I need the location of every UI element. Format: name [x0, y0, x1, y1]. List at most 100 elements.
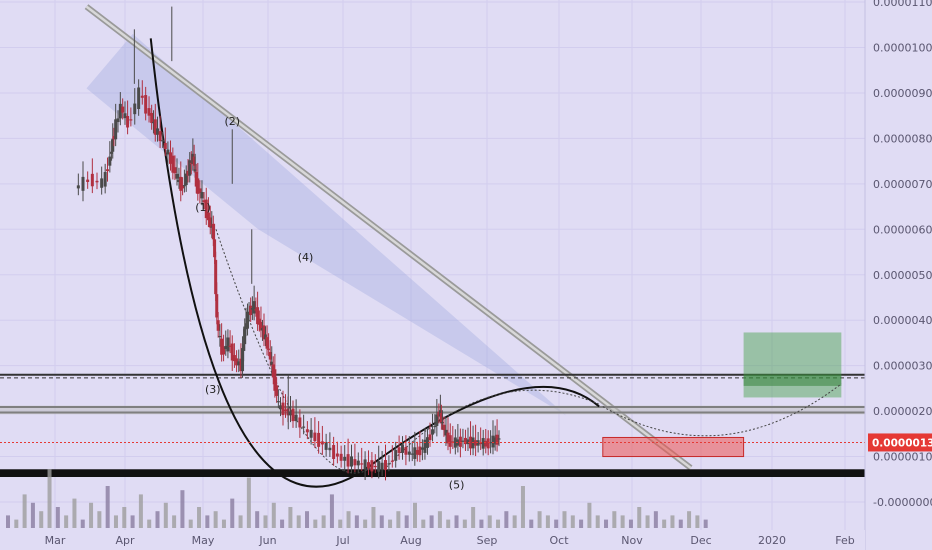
volume-bar [6, 515, 10, 528]
candle-body [256, 307, 260, 325]
volume-bar [604, 519, 609, 528]
volume-bar [338, 519, 343, 528]
candle-body [444, 429, 448, 436]
volume-bar [180, 490, 185, 528]
chart-overlays: (1) (2) (3) (4) (5) [0, 115, 865, 491]
candle-body [186, 170, 190, 176]
volume-bar [595, 515, 600, 528]
candle-body [171, 155, 175, 173]
wave-label: (5) [449, 478, 465, 491]
volume-bar [496, 519, 501, 528]
target-zone-box[interactable] [743, 332, 842, 398]
candle-body [247, 313, 251, 316]
candle-body [237, 361, 241, 366]
candle-body [332, 445, 336, 459]
candle-body [235, 358, 239, 366]
candle-body [380, 462, 384, 470]
candle-body [302, 426, 306, 428]
candle-body [442, 424, 446, 431]
wave-label: (3) [205, 383, 221, 396]
candle-body [169, 152, 172, 164]
candle-body [194, 172, 198, 187]
volume-bar [230, 498, 235, 528]
candle-body [76, 185, 80, 189]
candle-body [110, 151, 114, 154]
candle-body [481, 438, 485, 449]
time-tick-label: Jul [335, 534, 349, 547]
candle-body [111, 138, 115, 152]
cup-arc[interactable] [149, 38, 600, 488]
candle-body [213, 239, 217, 258]
candle-body [215, 294, 219, 318]
volume-bar [155, 511, 160, 528]
candle-body [210, 226, 214, 228]
candle-body [228, 345, 232, 347]
candle-body [224, 345, 228, 349]
candle-body [103, 172, 107, 187]
candle-body [335, 453, 339, 457]
candle-body [479, 442, 483, 445]
candle-body [458, 436, 462, 447]
volume-bar [412, 502, 417, 528]
resistance-band[interactable] [0, 405, 865, 415]
candle-body [175, 173, 179, 179]
candle-body [232, 355, 236, 362]
time-tick-label: 2020 [758, 534, 786, 547]
candle-body [407, 451, 411, 455]
candle-body [211, 223, 215, 240]
candle-body [222, 346, 226, 355]
volume-bar [545, 515, 550, 528]
consolidation-box[interactable] [602, 436, 745, 458]
price-tick-label: 0.00000100 [873, 451, 932, 464]
volume-bar [537, 511, 542, 528]
candle-body [259, 322, 263, 331]
candle-body [423, 439, 427, 453]
volume-bar [122, 507, 127, 528]
candle-body [208, 217, 212, 228]
candle-body [150, 112, 154, 123]
volume-bar [487, 515, 492, 528]
candle-body [260, 328, 264, 331]
candle-body [410, 453, 414, 455]
candle-body [144, 95, 148, 114]
volume-bar [238, 515, 243, 528]
time-axis[interactable]: Mar Apr May Jun Jul Aug Sep Oct Nov Dec 2020 Feb [0, 530, 865, 550]
candle-body [446, 432, 450, 444]
candle-body [153, 119, 157, 135]
candle-body [350, 456, 353, 467]
candle-body [387, 463, 391, 465]
candle-body [440, 422, 444, 424]
candle-body [298, 417, 302, 428]
candle-body [305, 429, 309, 433]
support-band[interactable] [0, 469, 865, 478]
candle-body [275, 385, 279, 396]
candle-body [246, 311, 250, 329]
volume-bar [363, 519, 368, 528]
time-tick-label: Apr [115, 534, 135, 547]
volume-bar [354, 515, 359, 528]
volume-bar [620, 515, 625, 528]
volume-bar [587, 502, 592, 528]
candle-body [390, 460, 394, 462]
candle-body [241, 348, 245, 372]
volume-bar [30, 502, 35, 528]
candle-body [279, 405, 282, 410]
candle-body [81, 176, 85, 191]
volume-bars [6, 469, 708, 528]
volume-bar [479, 519, 484, 528]
volume-bar [504, 511, 509, 528]
volume-bar [72, 498, 77, 528]
candle-body [100, 178, 104, 188]
candle-body [397, 447, 401, 453]
candle-body [497, 438, 501, 440]
volume-bar [113, 515, 118, 528]
candle-body [404, 447, 408, 455]
time-axis-background [0, 530, 865, 550]
